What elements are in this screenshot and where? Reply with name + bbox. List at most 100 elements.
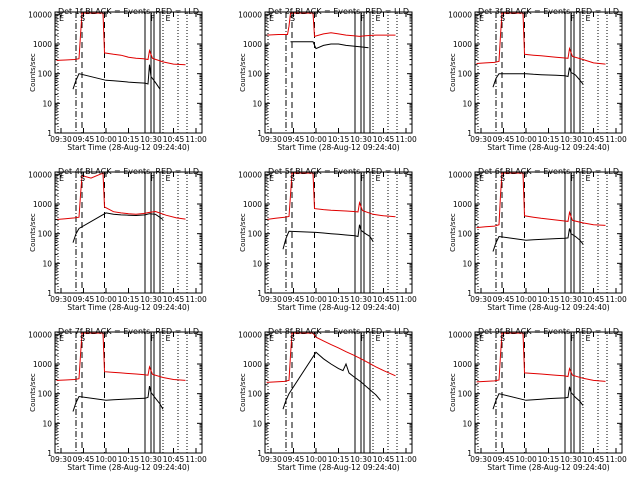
x-tick-label: 11:00 bbox=[185, 295, 207, 304]
event-marker-label: E bbox=[166, 334, 171, 343]
y-tick-label: 1 bbox=[257, 289, 262, 298]
event-marker-label: F bbox=[151, 174, 156, 183]
panel-title: Det 7f BLACK = Events, RED = LLD bbox=[58, 327, 199, 336]
detector-panel: 1 10 100 1000 10000 09:30 09:45 10:00 10:15 10:30… bbox=[238, 7, 417, 152]
x-tick-label: 10:45 bbox=[583, 455, 605, 464]
event-marker-label: S bbox=[80, 334, 85, 343]
x-tick-label: 09:30 bbox=[50, 455, 72, 464]
event-marker-label: S bbox=[290, 14, 295, 23]
y-tick-label: 100 bbox=[38, 70, 53, 79]
event-marker-label: E bbox=[269, 14, 274, 23]
x-axis-label: Start Time (28-Aug-12 09:24:40) bbox=[487, 303, 609, 312]
x-tick-label: 09:45 bbox=[283, 135, 305, 144]
y-axis-label: Counts/sec bbox=[449, 53, 457, 92]
x-tick-label: 09:45 bbox=[493, 455, 515, 464]
x-tick-label: 10:45 bbox=[373, 455, 395, 464]
x-tick-label: 10:00 bbox=[515, 135, 537, 144]
detector-panel: 1 10 100 1000 10000 09:30 09:45 10:00 10:15 10:30… bbox=[448, 167, 627, 312]
x-tick-label: 10:30 bbox=[560, 135, 582, 144]
y-tick-label: 10000 bbox=[448, 170, 472, 179]
x-axis-label: Start Time (28-Aug-12 09:24:40) bbox=[67, 303, 189, 312]
events-series-line bbox=[72, 64, 161, 90]
x-tick-label: 11:00 bbox=[185, 135, 207, 144]
y-tick-label: 10 bbox=[462, 99, 472, 108]
y-tick-label: 10000 bbox=[238, 10, 262, 19]
y-tick-label: 1000 bbox=[33, 360, 52, 369]
panel-title: Det 3f BLACK = Events, RED = LLD bbox=[478, 7, 619, 16]
x-tick-label: 10:45 bbox=[373, 295, 395, 304]
event-lines bbox=[477, 12, 608, 133]
x-tick-label: 10:00 bbox=[515, 455, 537, 464]
x-tick-label: 09:30 bbox=[50, 295, 72, 304]
y-tick-label: 10000 bbox=[238, 170, 262, 179]
event-marker-label: E bbox=[269, 174, 274, 183]
y-tick-label: 100 bbox=[38, 230, 53, 239]
x-tick-label: 09:45 bbox=[283, 455, 305, 464]
x-tick-label: 09:30 bbox=[260, 295, 282, 304]
x-tick-label: 10:30 bbox=[350, 135, 372, 144]
y-tick-label: 1000 bbox=[33, 40, 52, 49]
x-tick-label: 09:30 bbox=[260, 135, 282, 144]
y-tick-label: 1 bbox=[47, 289, 52, 298]
x-tick-label: 10:15 bbox=[328, 295, 350, 304]
events-series-line bbox=[72, 385, 164, 412]
panel-title: Det 6f BLACK = Events, RED = LLD bbox=[478, 167, 619, 176]
y-tick-label: 1000 bbox=[453, 200, 472, 209]
event-marker-label: S bbox=[290, 334, 295, 343]
event-marker-label: E bbox=[479, 334, 484, 343]
y-tick-label: 1000 bbox=[243, 200, 262, 209]
x-tick-label: 11:00 bbox=[605, 135, 627, 144]
events-series-line bbox=[492, 386, 584, 410]
x-tick-label: 10:00 bbox=[95, 135, 117, 144]
x-tick-label: 10:15 bbox=[328, 135, 350, 144]
y-tick-label: 100 bbox=[458, 390, 473, 399]
detector-panel: 1 10 100 1000 10000 09:30 09:45 10:00 10:15 10:30… bbox=[28, 327, 207, 472]
x-tick-label: 10:00 bbox=[95, 455, 117, 464]
y-tick-label: 1 bbox=[467, 289, 472, 298]
event-lines bbox=[57, 172, 188, 293]
x-tick-label: 10:45 bbox=[163, 455, 185, 464]
x-tick-label: 10:30 bbox=[140, 135, 162, 144]
y-tick-label: 1000 bbox=[453, 360, 472, 369]
y-axis-label: Counts/sec bbox=[29, 213, 37, 252]
x-tick-label: 11:00 bbox=[395, 295, 417, 304]
y-axis-label: Counts/sec bbox=[449, 213, 457, 252]
events-series-line bbox=[72, 212, 164, 243]
y-tick-label: 10 bbox=[42, 99, 52, 108]
y-tick-label: 100 bbox=[38, 390, 53, 399]
panel-title: Det 1f BLACK = Events, RED = LLD bbox=[58, 7, 199, 16]
plot-frame bbox=[474, 171, 623, 294]
plot-frame bbox=[264, 331, 413, 454]
event-marker-label: F bbox=[571, 14, 576, 23]
y-axis-label: Counts/sec bbox=[29, 53, 37, 92]
event-marker-label: F bbox=[571, 334, 576, 343]
y-tick-label: 10000 bbox=[28, 330, 52, 339]
event-marker-label: F bbox=[151, 14, 156, 23]
x-tick-label: 10:00 bbox=[305, 135, 327, 144]
y-tick-label: 10000 bbox=[28, 170, 52, 179]
x-tick-label: 10:00 bbox=[305, 295, 327, 304]
detector-panel: 1 10 100 1000 10000 09:30 09:45 10:00 10:15 10:30… bbox=[238, 167, 417, 312]
y-tick-label: 10 bbox=[462, 259, 472, 268]
x-tick-label: 10:15 bbox=[538, 455, 560, 464]
lld-series-line bbox=[476, 12, 606, 65]
event-marker-label: E bbox=[166, 174, 171, 183]
x-tick-label: 10:30 bbox=[350, 455, 372, 464]
event-marker-label: S bbox=[500, 14, 505, 23]
event-marker-label: E bbox=[479, 174, 484, 183]
events-series-line bbox=[290, 41, 369, 50]
plot-frame bbox=[474, 11, 623, 134]
x-tick-label: 09:30 bbox=[470, 135, 492, 144]
x-tick-label: 10:00 bbox=[515, 295, 537, 304]
x-tick-label: 09:45 bbox=[73, 135, 95, 144]
x-axis-label: Start Time (28-Aug-12 09:24:40) bbox=[67, 143, 189, 152]
event-marker-label: E bbox=[586, 174, 591, 183]
x-axis-label: Start Time (28-Aug-12 09:24:40) bbox=[277, 463, 399, 472]
y-tick-label: 10000 bbox=[238, 330, 262, 339]
y-tick-label: 10 bbox=[252, 259, 262, 268]
x-tick-label: 10:15 bbox=[118, 455, 140, 464]
x-tick-label: 10:15 bbox=[118, 135, 140, 144]
event-marker-label: F bbox=[361, 14, 366, 23]
y-tick-label: 10 bbox=[42, 419, 52, 428]
x-tick-label: 10:15 bbox=[118, 295, 140, 304]
